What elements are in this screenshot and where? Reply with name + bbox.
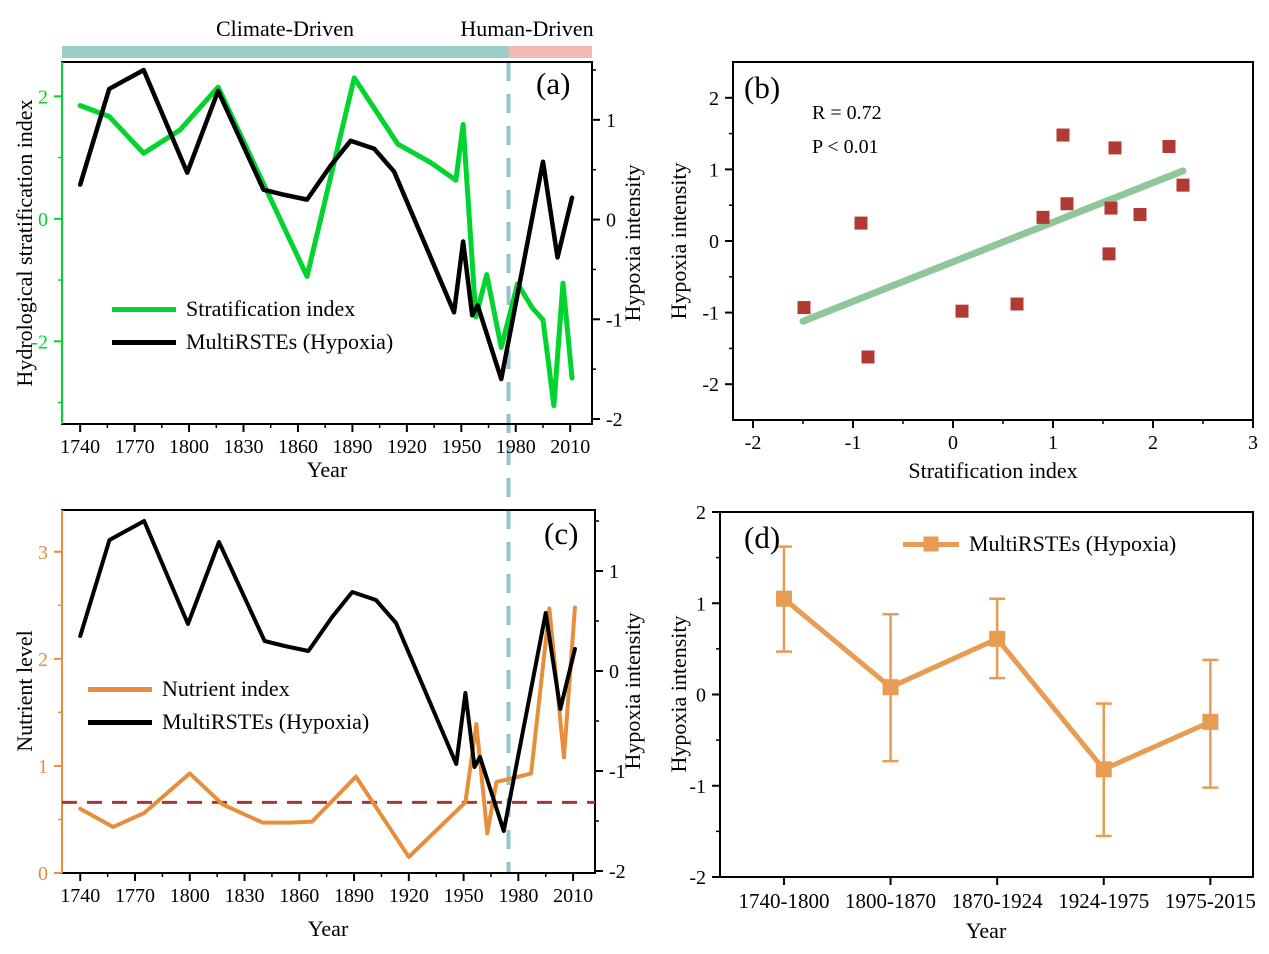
svg-text:3: 3: [38, 542, 48, 564]
svg-text:0: 0: [38, 863, 48, 885]
svg-text:1830: 1830: [225, 885, 265, 907]
multirstes-legend-label-d: MultiRSTEs (Hypoxia): [969, 531, 1177, 556]
svg-text:1980: 1980: [498, 885, 538, 907]
svg-text:0: 0: [709, 231, 719, 253]
svg-text:2010: 2010: [553, 885, 593, 907]
panel-d-y-axis-title: Hypoxia intensity: [666, 615, 691, 773]
panel-c-letter: (c): [544, 516, 579, 551]
svg-text:0: 0: [948, 432, 958, 454]
panel-c-right-axis-title: Hypoxia intensity: [620, 612, 645, 770]
svg-text:-1: -1: [606, 309, 623, 331]
panel-a-left-axis-title: Hydrological stratification index: [12, 99, 37, 387]
svg-text:1890: 1890: [334, 885, 374, 907]
svg-text:-2: -2: [702, 374, 719, 396]
correlation-r-value: R = 0.72: [812, 102, 882, 124]
panel-a-legend-multirstes: MultiRSTEs (Hypoxia): [112, 329, 393, 355]
panel-a-right-axis-title: Hypoxia intensity: [620, 164, 645, 322]
svg-text:1770: 1770: [115, 436, 155, 458]
svg-text:1830: 1830: [224, 436, 264, 458]
nutrient-legend-label: Nutrient index: [162, 676, 290, 701]
panel-b-y-axis-title: Hypoxia intensity: [666, 162, 691, 320]
svg-text:2010: 2010: [550, 436, 590, 458]
svg-text:2: 2: [38, 86, 48, 108]
multirstes-legend-label-a: MultiRSTEs (Hypoxia): [186, 329, 394, 354]
panel-c-legend-multirstes: MultiRSTEs (Hypoxia): [88, 709, 369, 735]
svg-text:-2: -2: [689, 867, 706, 889]
svg-text:-1: -1: [845, 432, 862, 454]
svg-text:1975-2015: 1975-2015: [1165, 889, 1256, 913]
svg-text:1: 1: [609, 561, 619, 583]
panel-d-letter: (d): [744, 520, 781, 555]
stratification-line-swatch: [112, 306, 176, 312]
svg-text:1920: 1920: [389, 885, 429, 907]
svg-text:-2: -2: [31, 331, 48, 353]
human-driven-label: Human-Driven: [460, 16, 594, 41]
svg-text:-1: -1: [702, 303, 719, 325]
svg-text:2: 2: [1148, 432, 1158, 454]
svg-text:1: 1: [696, 593, 706, 615]
stratification-legend-label: Stratification index: [186, 296, 356, 321]
square-marker-icon: [923, 536, 939, 552]
svg-text:0: 0: [38, 209, 48, 231]
panel-d-x-axis-title: Year: [965, 918, 1007, 943]
panel-b-x-axis-title: Stratification index: [908, 458, 1078, 483]
correlation-p-value: P < 0.01: [812, 136, 879, 158]
nutrient-line-swatch: [88, 686, 152, 692]
svg-text:1: 1: [38, 756, 48, 778]
svg-text:1: 1: [709, 159, 719, 181]
svg-text:1770: 1770: [115, 885, 155, 907]
multirstes-line-swatch-a: [112, 339, 176, 345]
svg-text:-1: -1: [689, 776, 706, 798]
svg-text:2: 2: [696, 502, 706, 524]
panel-c-left-axis-title: Nutrient level: [12, 630, 37, 752]
svg-text:1740-1800: 1740-1800: [738, 889, 829, 913]
svg-text:-1: -1: [609, 761, 626, 783]
svg-text:1950: 1950: [444, 885, 484, 907]
svg-text:1860: 1860: [279, 885, 319, 907]
svg-text:1: 1: [606, 110, 616, 132]
svg-text:1740: 1740: [60, 436, 100, 458]
svg-text:0: 0: [609, 661, 619, 683]
svg-text:1860: 1860: [278, 436, 318, 458]
multirstes-marker-swatch-d: [903, 536, 959, 552]
panel-d-legend-multirstes: MultiRSTEs (Hypoxia): [903, 531, 1176, 557]
panel-c-x-axis-title: Year: [307, 916, 349, 941]
svg-text:0: 0: [606, 210, 616, 232]
svg-text:1920: 1920: [387, 436, 427, 458]
svg-text:1: 1: [1048, 432, 1058, 454]
svg-text:-2: -2: [606, 409, 623, 431]
svg-text:1950: 1950: [441, 436, 481, 458]
svg-text:-2: -2: [609, 861, 626, 883]
svg-text:1890: 1890: [332, 436, 372, 458]
panel-c-legend-nutrient: Nutrient index: [88, 676, 290, 702]
panel-a-x-axis-title: Year: [306, 457, 348, 482]
panel-a-letter: (a): [536, 66, 571, 101]
svg-text:1870-1924: 1870-1924: [952, 889, 1043, 913]
svg-text:1740: 1740: [60, 885, 100, 907]
panel-b-letter: (b): [744, 70, 781, 105]
multirstes-line-swatch-c: [88, 719, 152, 725]
svg-text:1800-1870: 1800-1870: [845, 889, 936, 913]
climate-driven-label: Climate-Driven: [215, 16, 355, 41]
svg-text:1800: 1800: [169, 436, 209, 458]
svg-text:2: 2: [709, 88, 719, 110]
svg-text:1924-1975: 1924-1975: [1058, 889, 1149, 913]
svg-text:1980: 1980: [496, 436, 536, 458]
svg-text:2: 2: [38, 649, 48, 671]
svg-text:-2: -2: [745, 432, 762, 454]
panel-a-legend-stratification: Stratification index: [112, 296, 355, 322]
svg-text:1800: 1800: [170, 885, 210, 907]
svg-text:3: 3: [1248, 432, 1258, 454]
svg-text:0: 0: [696, 685, 706, 707]
multirstes-legend-label-c: MultiRSTEs (Hypoxia): [162, 709, 370, 734]
